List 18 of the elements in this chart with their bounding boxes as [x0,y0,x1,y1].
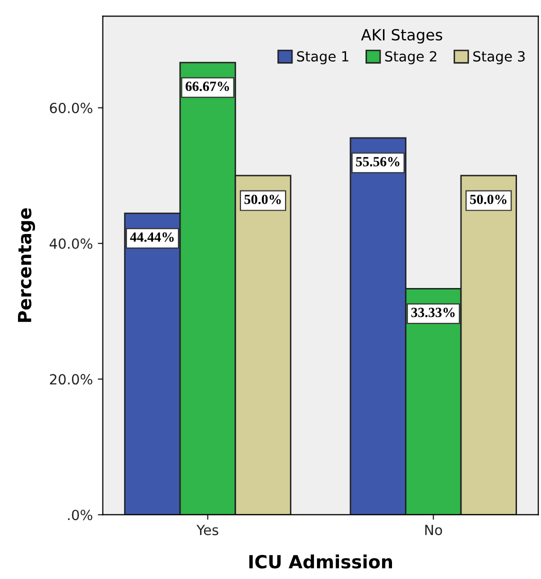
x-tick-label: Yes [196,524,218,536]
legend-title: AKI Stages [361,28,442,44]
legend-label: Stage 1 [297,51,348,64]
data-label: 44.44% [130,232,174,242]
data-label: 66.67% [186,82,229,92]
x-tick-label: No [425,524,442,536]
x-axis-title: ICU Admission [249,554,392,569]
data-label: 50.0% [470,194,506,204]
data-label: 33.33% [411,308,455,318]
y-axis-title: Percentage [18,208,36,322]
y-tick-label: 20.0% [50,374,92,385]
data-label: 50.0% [244,194,281,204]
legend-label: Stage 2 [385,51,436,64]
data-label: 55.56% [356,156,400,166]
y-tick-label: .0% [68,510,92,520]
y-tick-label: 40.0% [50,238,92,249]
y-tick-label: 60.0% [50,102,92,114]
legend-label: Stage 3 [473,51,525,64]
